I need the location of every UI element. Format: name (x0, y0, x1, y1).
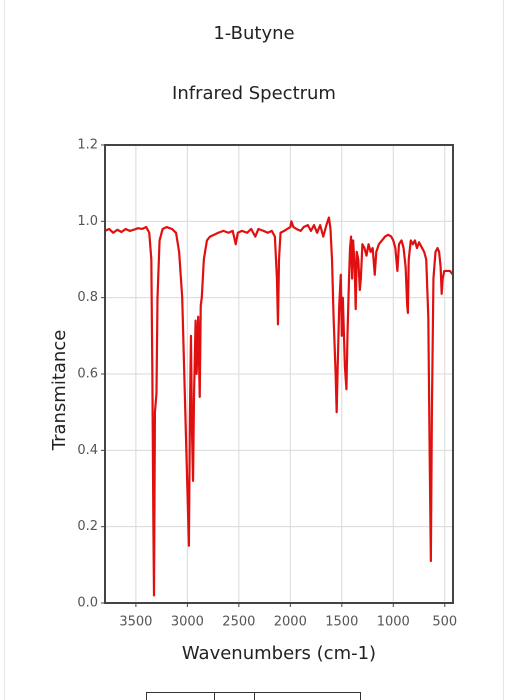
y-tick-label: 1.0 (77, 214, 98, 229)
y-axis-label: Transmitance (49, 330, 70, 452)
x-tick-label: 500 (432, 615, 457, 630)
y-tick-label: 1.2 (77, 138, 98, 153)
x-tick-label: 2000 (274, 615, 307, 630)
x-tick-label: 1500 (325, 615, 358, 630)
spectrum-line (104, 216, 454, 597)
y-tick-label: 0.6 (77, 367, 98, 382)
x-tick-label: 1000 (377, 615, 410, 630)
chart-subtitle: Infrared Spectrum (172, 83, 336, 104)
x-tick-label: 3000 (171, 615, 204, 630)
x-tick-label: 3500 (119, 615, 152, 630)
plot-area: 0.0 0.2 0.4 0.6 0.8 1.0 1.2 3500 3000 2500 2000 150… (77, 138, 457, 630)
x-tick-label: 2500 (222, 615, 255, 630)
x-axis-label: Wavenumbers (cm-1) (182, 643, 376, 664)
y-tick-label: 0.2 (77, 519, 98, 534)
table-stub (146, 692, 361, 700)
plot-frame (104, 144, 454, 604)
y-tick-label: 0.8 (77, 290, 98, 305)
chart-title: 1-Butyne (213, 23, 294, 44)
y-tick-label: 0.4 (77, 443, 98, 458)
table-outline (146, 692, 361, 700)
y-tick-label: 0.0 (77, 596, 98, 611)
